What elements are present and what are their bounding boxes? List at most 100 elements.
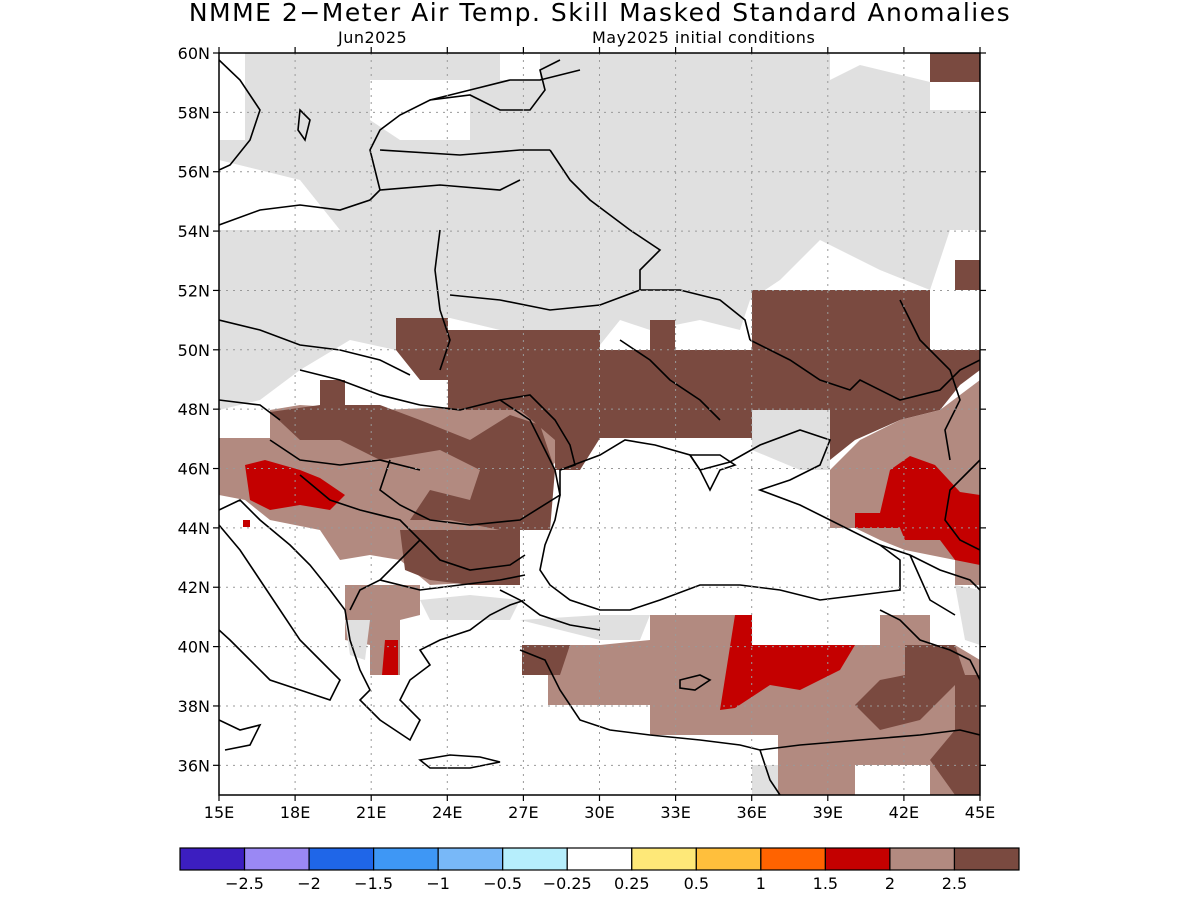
turkey-east-border: [879, 609, 980, 681]
lon-tick-label: 15E: [204, 803, 234, 822]
lat-tick-label: 44N: [178, 519, 210, 538]
masked-region-east-gap: [930, 290, 980, 350]
greece-turkey-border: [499, 589, 601, 631]
masked-region-north-caucasus: [955, 585, 980, 645]
poland-belarus-border: [434, 229, 451, 371]
anomaly-above-2.5-hungary: [320, 380, 345, 405]
dnieper-river: [619, 339, 721, 421]
lat-tick-label: 38N: [178, 697, 210, 716]
lat-tick-label: 42N: [178, 578, 210, 597]
legend-swatch: [889, 847, 956, 871]
masked-region-west-gap: [219, 160, 340, 230]
lon-tick-label: 21E: [356, 803, 386, 822]
lon-tick-label: 45E: [965, 803, 995, 822]
lat-tick-label: 54N: [178, 222, 210, 241]
caspian-coast: [944, 459, 980, 551]
caucasus-borders: [879, 544, 980, 616]
balkan-borders: [299, 474, 526, 611]
masked-region-southeast-hole: [855, 765, 930, 795]
anomaly-above-2.5-northeast-corner: [930, 53, 980, 82]
crimea-coast: [688, 454, 737, 492]
legend-swatch: [760, 847, 826, 871]
forecast-month: Jun2025: [338, 28, 408, 47]
scandinavia-coast: [219, 59, 261, 171]
anomaly-above-2.5-ukraine: [396, 290, 980, 470]
legend-label: −1: [426, 874, 450, 893]
cyprus-coast: [679, 674, 712, 691]
legend-label: 0.25: [614, 874, 650, 893]
map-title: NMME 2−Meter Air Temp. Skill Masked Stan…: [188, 0, 1012, 27]
legend-label: 2.5: [942, 874, 967, 893]
anomaly-1.5-to-2-anatolia: [720, 615, 855, 710]
volga-river: [899, 299, 961, 461]
color-legend: [179, 847, 1020, 871]
lon-tick-label: 36E: [736, 803, 766, 822]
anomaly-above-2.5-carpathians: [270, 405, 555, 530]
anomaly-1.5-to-2-adriatic-dot: [243, 520, 250, 527]
lat-tick-label: 40N: [178, 638, 210, 657]
anomaly-above-2.5-anatolia-east: [855, 645, 965, 730]
legend-swatch: [502, 847, 568, 871]
lat-tick-label: 50N: [178, 341, 210, 360]
anomaly-2-to-2.5-anatolia: [522, 615, 980, 795]
lon-tick-label: 24E: [432, 803, 462, 822]
lon-tick-label: 42E: [889, 803, 919, 822]
lat-tick-label: 58N: [178, 103, 210, 122]
moldova-border: [499, 394, 576, 471]
baltic-coast: [219, 59, 561, 226]
lat-tick-label: 52N: [178, 281, 210, 300]
anomaly-1.5-to-2-croatia: [245, 460, 345, 510]
lat-tick-label: 46N: [178, 460, 210, 479]
anomaly-2-to-2.5-albania: [345, 585, 420, 675]
sicily-coast: [219, 719, 262, 751]
anomaly-above-2.5-serbia: [400, 530, 520, 585]
legend-swatch: [179, 847, 246, 871]
legend-swatch: [631, 847, 697, 871]
grid-lines: [219, 53, 980, 795]
lon-tick-label: 39E: [813, 803, 843, 822]
anomaly-1.5-to-2-albania: [382, 640, 398, 675]
legend-label: 0.5: [684, 874, 709, 893]
legend-label: 1: [756, 874, 766, 893]
baltic-states-border: [379, 149, 550, 191]
legend-swatch: [243, 847, 310, 871]
masked-region-northwest-gap: [219, 53, 245, 140]
legend-label: −0.5: [483, 874, 522, 893]
black-sea-coast: [539, 429, 901, 611]
italy-coast: [219, 524, 341, 701]
legend-swatch: [566, 847, 633, 871]
legend-swatch: [953, 847, 1020, 871]
longitude-labels: 15E 18E 21E 24E 27E 30E 33E 36E 39E 42E 45E: [204, 803, 995, 822]
initial-conditions: May2025 initial conditions: [592, 28, 816, 47]
legend-swatch: [437, 847, 504, 871]
gulf-of-finland-coast: [429, 69, 581, 101]
legend-label: 1.5: [813, 874, 838, 893]
lat-tick-label: 56N: [178, 163, 210, 182]
legend-swatch: [824, 847, 891, 871]
belarus-russia-border: [549, 149, 662, 290]
masked-region-levant: [752, 765, 778, 795]
syria-border: [759, 729, 980, 751]
legend-label: −0.25: [543, 874, 592, 893]
lat-tick-label: 48N: [178, 400, 210, 419]
coastlines-and-borders: [219, 59, 980, 795]
latitude-labels: 60N 58N 56N 54N 52N 50N 48N 46N 44N 42N 40N 38N 36N: [178, 44, 210, 775]
lat-tick-label: 60N: [178, 44, 210, 63]
lon-tick-label: 30E: [584, 803, 614, 822]
lat-tick-label: 36N: [178, 756, 210, 775]
legend-label: 2: [885, 874, 895, 893]
legend-swatch: [308, 847, 375, 871]
crete-coast: [418, 754, 501, 769]
masked-region-ukraine-south: [752, 410, 830, 470]
masked-region-north: [219, 53, 980, 410]
ukraine-east-border: [749, 339, 980, 401]
masked-region-aegean: [420, 595, 520, 620]
legend-swatch: [373, 847, 439, 871]
legend-labels: −2.5 −2 −1.5 −1 −0.5 −0.25 0.25 0.5 1 1.5 2 2.5: [225, 874, 967, 893]
legend-label: −1.5: [354, 874, 393, 893]
anomaly-fields: [219, 53, 980, 795]
anomaly-above-2.5-anatolia-west: [522, 645, 570, 675]
masked-region-greece: [345, 620, 370, 660]
turkey-south-coast: [519, 649, 781, 795]
